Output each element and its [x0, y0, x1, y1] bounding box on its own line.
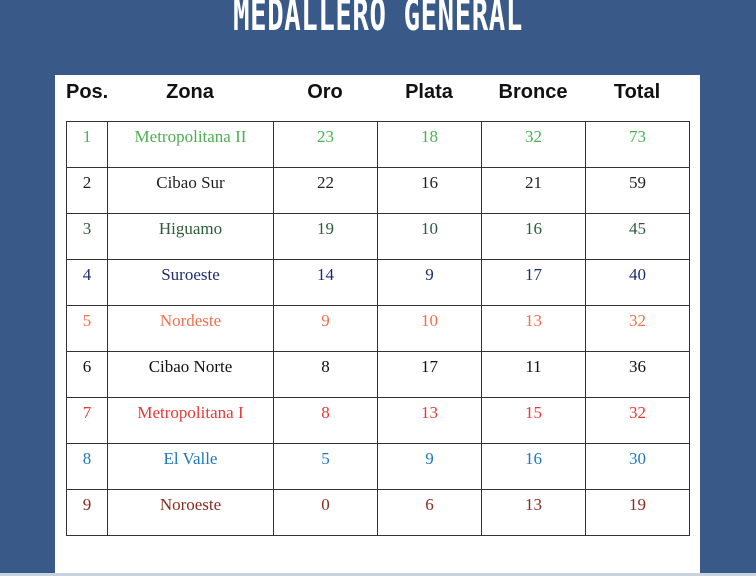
cell-total: 30 — [585, 443, 690, 490]
cell-zona: Higuamo — [107, 213, 274, 260]
cell-pos: 6 — [66, 351, 108, 398]
cell-oro: 8 — [273, 397, 378, 444]
cell-oro: 22 — [273, 167, 378, 214]
header-total: Total — [613, 81, 661, 103]
cell-total: 45 — [585, 213, 690, 260]
cell-total: 40 — [585, 259, 690, 306]
table-row: 5 Nordeste 9 10 13 32 — [66, 305, 690, 352]
header-bronce: Bronce — [498, 81, 568, 103]
cell-oro: 0 — [273, 489, 378, 536]
cell-zona: Cibao Sur — [107, 167, 274, 214]
cell-total: 59 — [585, 167, 690, 214]
cell-pos: 7 — [66, 397, 108, 444]
cell-pos: 1 — [66, 121, 108, 168]
header-zona: Zona — [166, 81, 214, 103]
table-row: 7 Metropolitana I 8 13 15 32 — [66, 397, 690, 444]
cell-oro: 5 — [273, 443, 378, 490]
cell-bronce: 13 — [481, 489, 586, 536]
cell-total: 73 — [585, 121, 690, 168]
table-row: 8 El Valle 5 9 16 30 — [66, 443, 690, 490]
cell-pos: 5 — [66, 305, 108, 352]
cell-bronce: 13 — [481, 305, 586, 352]
table-row: 1 Metropolitana II 23 18 32 73 — [66, 121, 690, 168]
table-row: 9 Noroeste 0 6 13 19 — [66, 489, 690, 536]
cell-oro: 8 — [273, 351, 378, 398]
cell-oro: 19 — [273, 213, 378, 260]
cell-bronce: 17 — [481, 259, 586, 306]
table-row: 2 Cibao Sur 22 16 21 59 — [66, 167, 690, 214]
cell-pos: 3 — [66, 213, 108, 260]
cell-zona: Cibao Norte — [107, 351, 274, 398]
cell-zona: Noroeste — [107, 489, 274, 536]
medal-table: 1 Metropolitana II 23 18 32 73 2 Cibao Sur 22 16 2… — [66, 121, 690, 536]
cell-bronce: 11 — [481, 351, 586, 398]
header-plata: Plata — [405, 81, 453, 103]
cell-oro: 14 — [273, 259, 378, 306]
cell-oro: 23 — [273, 121, 378, 168]
cell-bronce: 16 — [481, 443, 586, 490]
cell-total: 19 — [585, 489, 690, 536]
cell-plata: 18 — [377, 121, 482, 168]
cell-plata: 10 — [377, 305, 482, 352]
cell-total: 32 — [585, 305, 690, 352]
table-header: Pos. Zona Oro Plata Bronce Total — [66, 81, 689, 109]
cell-plata: 9 — [377, 259, 482, 306]
cell-zona: Metropolitana I — [107, 397, 274, 444]
cell-zona: Suroeste — [107, 259, 274, 306]
cell-zona: Nordeste — [107, 305, 274, 352]
cell-plata: 17 — [377, 351, 482, 398]
cell-pos: 2 — [66, 167, 108, 214]
cell-pos: 8 — [66, 443, 108, 490]
bottom-strip — [0, 573, 756, 576]
cell-zona: Metropolitana II — [107, 121, 274, 168]
cell-plata: 9 — [377, 443, 482, 490]
cell-total: 36 — [585, 351, 690, 398]
cell-bronce: 21 — [481, 167, 586, 214]
table-row: 4 Suroeste 14 9 17 40 — [66, 259, 690, 306]
cell-plata: 6 — [377, 489, 482, 536]
header-pos: Pos. — [66, 81, 109, 103]
header-oro: Oro — [307, 81, 343, 103]
cell-pos: 4 — [66, 259, 108, 306]
cell-bronce: 15 — [481, 397, 586, 444]
cell-bronce: 16 — [481, 213, 586, 260]
cell-pos: 9 — [66, 489, 108, 536]
medal-table-panel: Pos. Zona Oro Plata Bronce Total 1 Metrop… — [55, 75, 700, 573]
cell-plata: 10 — [377, 213, 482, 260]
cell-plata: 16 — [377, 167, 482, 214]
cell-bronce: 32 — [481, 121, 586, 168]
cell-total: 32 — [585, 397, 690, 444]
cell-oro: 9 — [273, 305, 378, 352]
cell-zona: El Valle — [107, 443, 274, 490]
table-row: 6 Cibao Norte 8 17 11 36 — [66, 351, 690, 398]
page-title: MEDALLERO GENERAL — [233, 0, 523, 41]
table-row: 3 Higuamo 19 10 16 45 — [66, 213, 690, 260]
cell-plata: 13 — [377, 397, 482, 444]
